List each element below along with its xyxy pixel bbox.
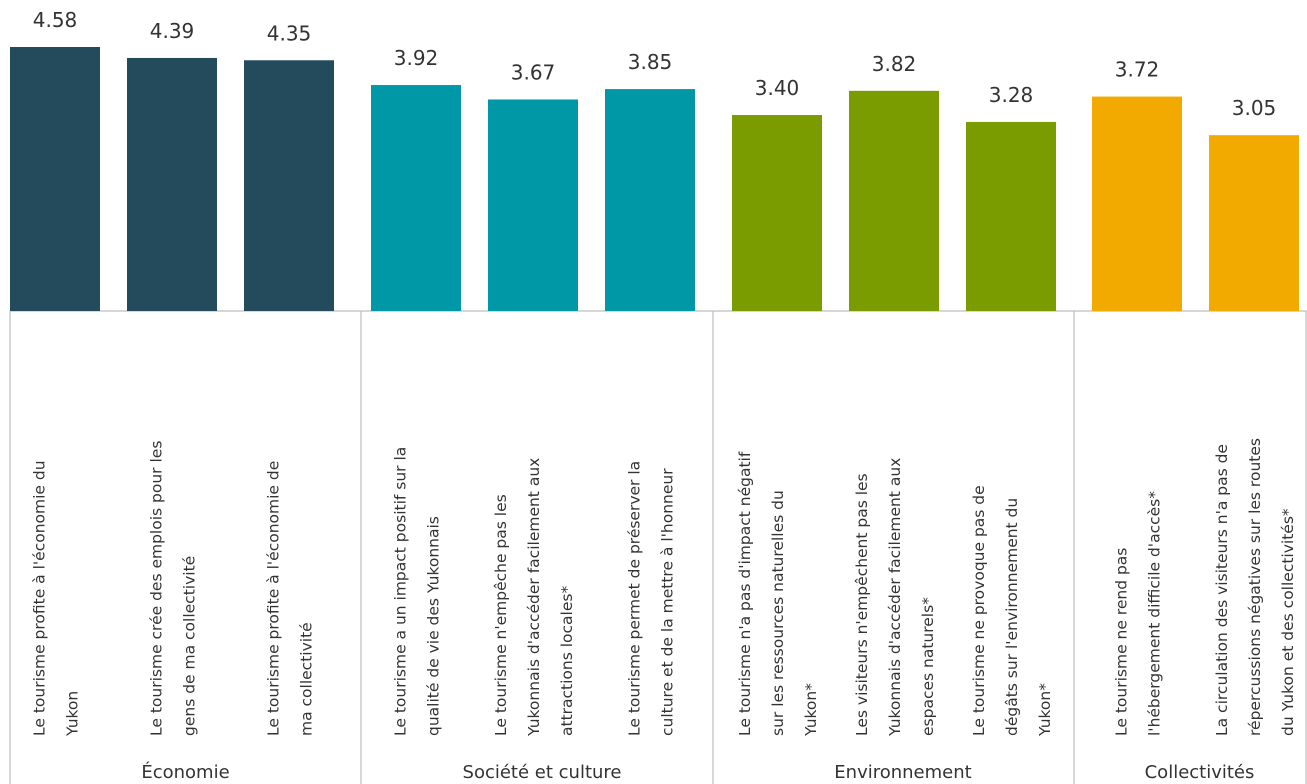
bar (1092, 96, 1182, 311)
bar (244, 60, 334, 311)
category-label-line: Le tourisme n'empêche pas les (492, 494, 510, 736)
category-label-line: sur les ressources naturelles du (769, 490, 787, 736)
category-label-line: répercussions négatives sur les routes (1246, 438, 1264, 736)
category-label: Le tourisme a un impact positif sur la qu… (392, 447, 443, 736)
group-label: Collectivités (1145, 762, 1255, 783)
category-label-line: Le tourisme n'a pas d'impact négatif (736, 451, 754, 736)
bar (1209, 135, 1299, 311)
category-label: Le tourisme permet de préserver la cultur… (626, 461, 677, 736)
category-label: Le tourisme profite à l'économie du Yukon (31, 460, 82, 737)
value-label: 4.39 (150, 19, 195, 43)
value-label: 3.28 (989, 83, 1034, 107)
category-label-line: Les visiteurs n'empêchent pas les (853, 473, 871, 736)
bar (371, 85, 461, 311)
category-label: Le tourisme ne provoque pas de dégâts sur… (970, 485, 1054, 737)
bar (127, 57, 217, 311)
category-label-line: La circulation des visiteurs n'a pas de (1213, 444, 1231, 736)
category-label-line: Le tourisme crée des emplois pour les (148, 441, 166, 736)
value-label: 3.67 (511, 60, 556, 84)
bar (966, 121, 1056, 311)
category-label: Le tourisme crée des emplois pour les gen… (148, 441, 199, 736)
category-label-line: gens de ma collectivité (181, 556, 199, 736)
value-label: 3.92 (394, 46, 439, 70)
category-label-line: dégâts sur l'environnement du (1003, 498, 1021, 736)
category-label-line: qualité de vie des Yukonnais (425, 516, 443, 736)
group-label: Économie (141, 761, 229, 783)
category-label: Le tourisme n'a pas d'impact négatif sur … (736, 451, 820, 737)
bar (488, 99, 578, 311)
category-label-line: Yukonnais d'accéder facilement aux (886, 458, 904, 737)
value-label: 3.72 (1115, 58, 1160, 82)
category-label-line: espaces naturels* (919, 597, 937, 736)
group-label: Société et culture (463, 762, 622, 783)
category-label-line: Le tourisme ne rend pas (1113, 548, 1131, 736)
group-label: Environnement (834, 762, 971, 783)
bar (732, 115, 822, 312)
value-label: 3.85 (628, 50, 673, 74)
value-label: 3.05 (1232, 96, 1277, 120)
category-label-line: du Yukon et des collectivités* (1279, 508, 1297, 736)
category-label-line: Le tourisme ne provoque pas de (970, 485, 988, 736)
category-label-line: ma collectivité (298, 622, 316, 736)
category-label-line: culture et de la mettre à l'honneur (659, 468, 677, 736)
category-label-line: Le tourisme profite à l'économie du (31, 460, 49, 736)
category-label: Le tourisme n'empêche pas les Yukonnais d… (492, 458, 576, 737)
category-label-line: Le tourisme permet de préserver la (626, 461, 644, 736)
bar (605, 89, 695, 311)
category-label-line: Yukon* (1036, 683, 1054, 737)
category-label-line: l'hébergement difficile d'accès* (1146, 491, 1164, 736)
category-label: La circulation des visiteurs n'a pas de r… (1213, 438, 1297, 736)
category-label: Le tourisme profite à l'économie de ma co… (265, 461, 316, 736)
category-label: Les visiteurs n'empêchent pas les Yukonna… (853, 458, 937, 737)
bar (849, 90, 939, 311)
category-label: Le tourisme ne rend pas l'hébergement dif… (1113, 491, 1164, 736)
value-label: 4.35 (267, 21, 312, 45)
bar (10, 47, 100, 311)
value-label: 3.82 (872, 52, 917, 76)
category-label-line: Le tourisme a un impact positif sur la (392, 447, 410, 736)
category-label-line: Le tourisme profite à l'économie de (265, 461, 283, 736)
category-label-line: Yukonnais d'accéder facilement aux (525, 458, 543, 737)
value-label: 3.40 (755, 76, 800, 100)
value-label: 4.58 (33, 8, 78, 32)
category-label-line: attractions locales* (558, 586, 576, 736)
category-label-line: Yukon* (802, 683, 820, 737)
category-label-line: Yukon (64, 691, 82, 737)
